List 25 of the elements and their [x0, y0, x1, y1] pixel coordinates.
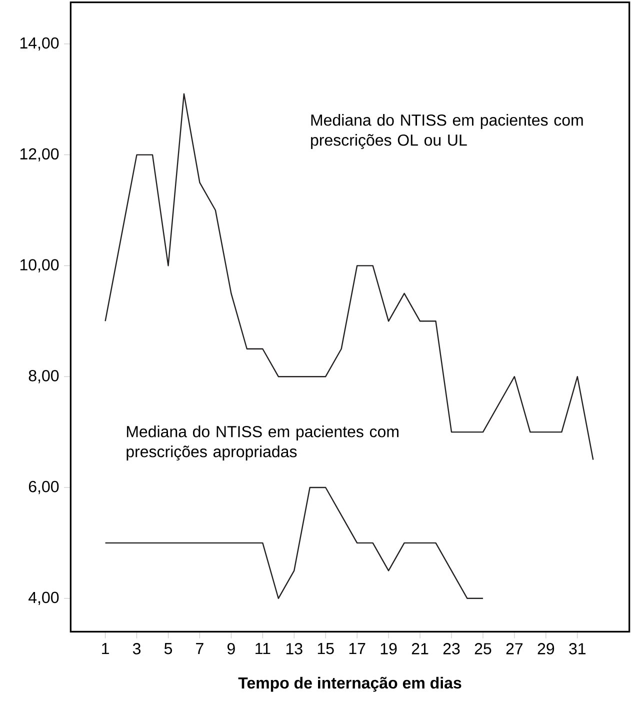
x-tick-label: 9 [227, 643, 235, 654]
x-tick-label: 23 [443, 643, 460, 654]
x-tick-label: 1 [102, 643, 109, 654]
annotation: Mediana do NTISS em pacientes com prescrições apropriadas [126, 426, 398, 461]
x-tick-label: 3 [132, 643, 141, 654]
x-tick-label: 13 [286, 643, 302, 654]
y-tick-label: 8,00 [28, 370, 59, 384]
x-tick-label: 31 [569, 643, 586, 654]
x-tick-label: 19 [380, 643, 397, 654]
x-tick-label: 17 [349, 643, 366, 654]
x-tick-label: 25 [474, 643, 492, 654]
x-tick-label: 29 [538, 643, 554, 654]
x-axis-title: Tempo de internação em dias [238, 676, 462, 692]
y-tick-label: 6,00 [28, 480, 59, 494]
x-tick-label: 15 [318, 643, 334, 654]
x-tick-label: 7 [196, 643, 204, 654]
x-tick-label: 21 [412, 643, 428, 654]
annotation: Mediana do NTISS em pacientes com prescrições OL ou UL [311, 114, 583, 150]
x-tick-label: 11 [256, 643, 270, 654]
x-tick-label: 5 [164, 643, 172, 654]
y-tick-label: 4,00 [28, 592, 59, 606]
y-tick-label: 12,00 [20, 148, 59, 162]
x-tick-label: 27 [506, 643, 523, 654]
y-tick-label: 14,00 [20, 37, 59, 51]
y-tick-label: 10,00 [20, 259, 59, 272]
